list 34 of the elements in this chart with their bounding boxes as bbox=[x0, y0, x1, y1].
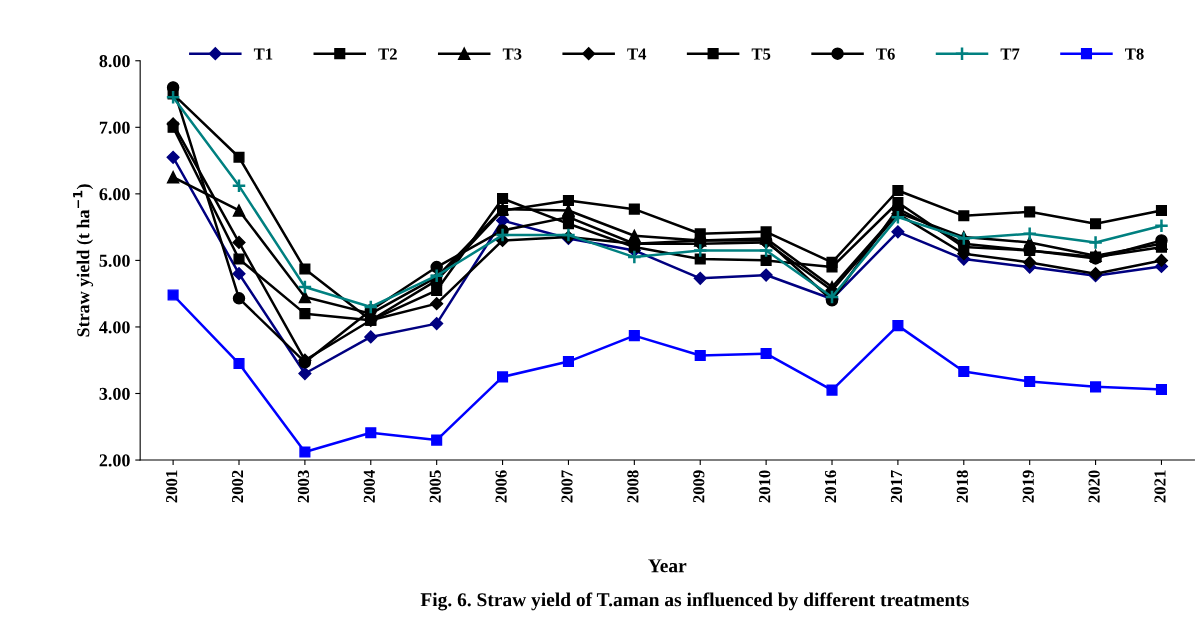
legend-label: T7 bbox=[1000, 48, 1020, 60]
x-tick-label: 2004 bbox=[363, 470, 375, 503]
legend-label: T4 bbox=[627, 48, 647, 60]
legend-label: T2 bbox=[378, 48, 397, 60]
y-tick-label: 7.00 bbox=[99, 121, 130, 134]
x-tick-label: 2001 bbox=[166, 470, 178, 503]
y-axis-title: Straw yield (t ha$^{−1}$) bbox=[73, 184, 94, 337]
y-tick-label: 6.00 bbox=[99, 188, 130, 201]
x-tick-label: 2009 bbox=[693, 470, 705, 503]
y-tick-label: 8.00 bbox=[99, 55, 130, 68]
legend-label: T1 bbox=[253, 48, 273, 60]
y-tick-label: 3.00 bbox=[99, 387, 130, 401]
x-tick-label: 2007 bbox=[561, 470, 573, 503]
legend-label: T6 bbox=[876, 48, 895, 60]
x-tick-label: 2005 bbox=[429, 470, 441, 503]
caption: Fig. 6. Straw yield of T.aman as influenced by different treatments bbox=[420, 592, 969, 611]
x-tick-label: 2010 bbox=[759, 470, 771, 503]
x-tick-label: 2008 bbox=[627, 470, 639, 503]
x-axis-title: Year bbox=[648, 559, 687, 573]
x-tick-label: 2021 bbox=[1154, 470, 1166, 503]
legend-label: T3 bbox=[502, 48, 522, 60]
x-tick-label: 2019 bbox=[1022, 470, 1034, 503]
y-tick-label: 2.00 bbox=[99, 454, 130, 467]
x-tick-label: 2018 bbox=[956, 470, 968, 503]
x-tick-label: 2002 bbox=[231, 470, 244, 503]
x-tick-label: 2006 bbox=[495, 470, 507, 503]
legend-label: T5 bbox=[751, 48, 771, 60]
x-tick-label: 2020 bbox=[1088, 470, 1100, 503]
y-tick-label: 5.00 bbox=[99, 254, 130, 267]
x-tick-label: 2017 bbox=[890, 470, 903, 503]
y-tick-label: 4.00 bbox=[99, 321, 130, 334]
x-tick-label: 2016 bbox=[824, 470, 837, 503]
legend-label: T8 bbox=[1125, 48, 1144, 60]
x-tick-label: 2003 bbox=[297, 470, 310, 503]
